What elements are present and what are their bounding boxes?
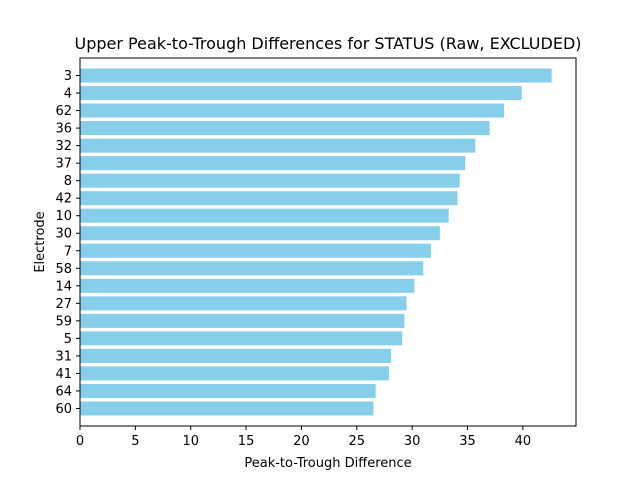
x-tick-label: 0 bbox=[76, 434, 84, 449]
x-tick-label: 5 bbox=[131, 434, 139, 449]
x-tick-label: 15 bbox=[238, 434, 255, 449]
bar-electrode-62 bbox=[80, 103, 505, 118]
bar-electrode-14 bbox=[80, 278, 415, 293]
y-tick-label: 64 bbox=[55, 384, 72, 399]
y-tick-label: 58 bbox=[55, 262, 72, 277]
bar-electrode-31 bbox=[80, 348, 392, 363]
bar-electrode-5 bbox=[80, 331, 403, 346]
bar-electrode-42 bbox=[80, 191, 458, 206]
y-tick-label: 27 bbox=[55, 297, 72, 312]
x-tick-label: 25 bbox=[349, 434, 366, 449]
plot-area-frame bbox=[79, 57, 577, 427]
x-tick-label: 40 bbox=[515, 434, 532, 449]
bar-electrode-64 bbox=[80, 383, 376, 398]
bar-electrode-37 bbox=[80, 156, 466, 171]
y-tick-label: 32 bbox=[55, 139, 72, 154]
y-axis-label: Electrode bbox=[33, 211, 48, 272]
bar-electrode-59 bbox=[80, 313, 405, 328]
bar-electrode-58 bbox=[80, 261, 424, 276]
x-tick-label: 20 bbox=[293, 434, 310, 449]
y-axis-ticks: 3 4 62 36 32 37 8 42 10 30 7 58 14 27 59 5 31 41 64 60 bbox=[55, 69, 80, 417]
x-tick-label: 10 bbox=[182, 434, 199, 449]
y-tick-label: 31 bbox=[55, 349, 72, 364]
y-tick-label: 30 bbox=[55, 227, 72, 242]
bars-group bbox=[80, 68, 552, 416]
y-tick-label: 62 bbox=[55, 104, 72, 119]
y-tick-label: 4 bbox=[64, 87, 72, 102]
bar-electrode-30 bbox=[80, 226, 440, 241]
y-tick-label: 41 bbox=[55, 367, 72, 382]
bar-electrode-41 bbox=[80, 366, 389, 381]
y-tick-label: 59 bbox=[55, 314, 72, 329]
bar-electrode-4 bbox=[80, 86, 522, 101]
x-axis-ticks: 0 5 10 15 20 25 30 35 40 bbox=[76, 426, 531, 449]
y-tick-label: 3 bbox=[64, 69, 72, 84]
y-tick-label: 10 bbox=[55, 209, 72, 224]
chart-title: Upper Peak-to-Trough Differences for STA… bbox=[75, 34, 582, 53]
x-axis-label: Peak-to-Trough Difference bbox=[244, 456, 411, 471]
bar-electrode-27 bbox=[80, 296, 407, 311]
x-tick-label: 30 bbox=[404, 434, 421, 449]
y-tick-label: 36 bbox=[55, 122, 72, 137]
bar-electrode-32 bbox=[80, 138, 476, 153]
y-tick-label: 7 bbox=[64, 244, 72, 259]
y-tick-label: 8 bbox=[64, 174, 72, 189]
bar-electrode-8 bbox=[80, 173, 460, 188]
bar-electrode-10 bbox=[80, 208, 449, 223]
bar-electrode-7 bbox=[80, 243, 431, 258]
y-tick-label: 5 bbox=[64, 332, 72, 347]
bar-electrode-3 bbox=[80, 68, 552, 83]
y-tick-label: 37 bbox=[55, 157, 72, 172]
bar-electrode-60 bbox=[80, 401, 374, 416]
bar-electrode-36 bbox=[80, 121, 490, 136]
y-tick-label: 14 bbox=[55, 279, 72, 294]
x-tick-label: 35 bbox=[459, 434, 476, 449]
y-tick-label: 60 bbox=[55, 402, 72, 417]
y-tick-label: 42 bbox=[55, 192, 72, 207]
